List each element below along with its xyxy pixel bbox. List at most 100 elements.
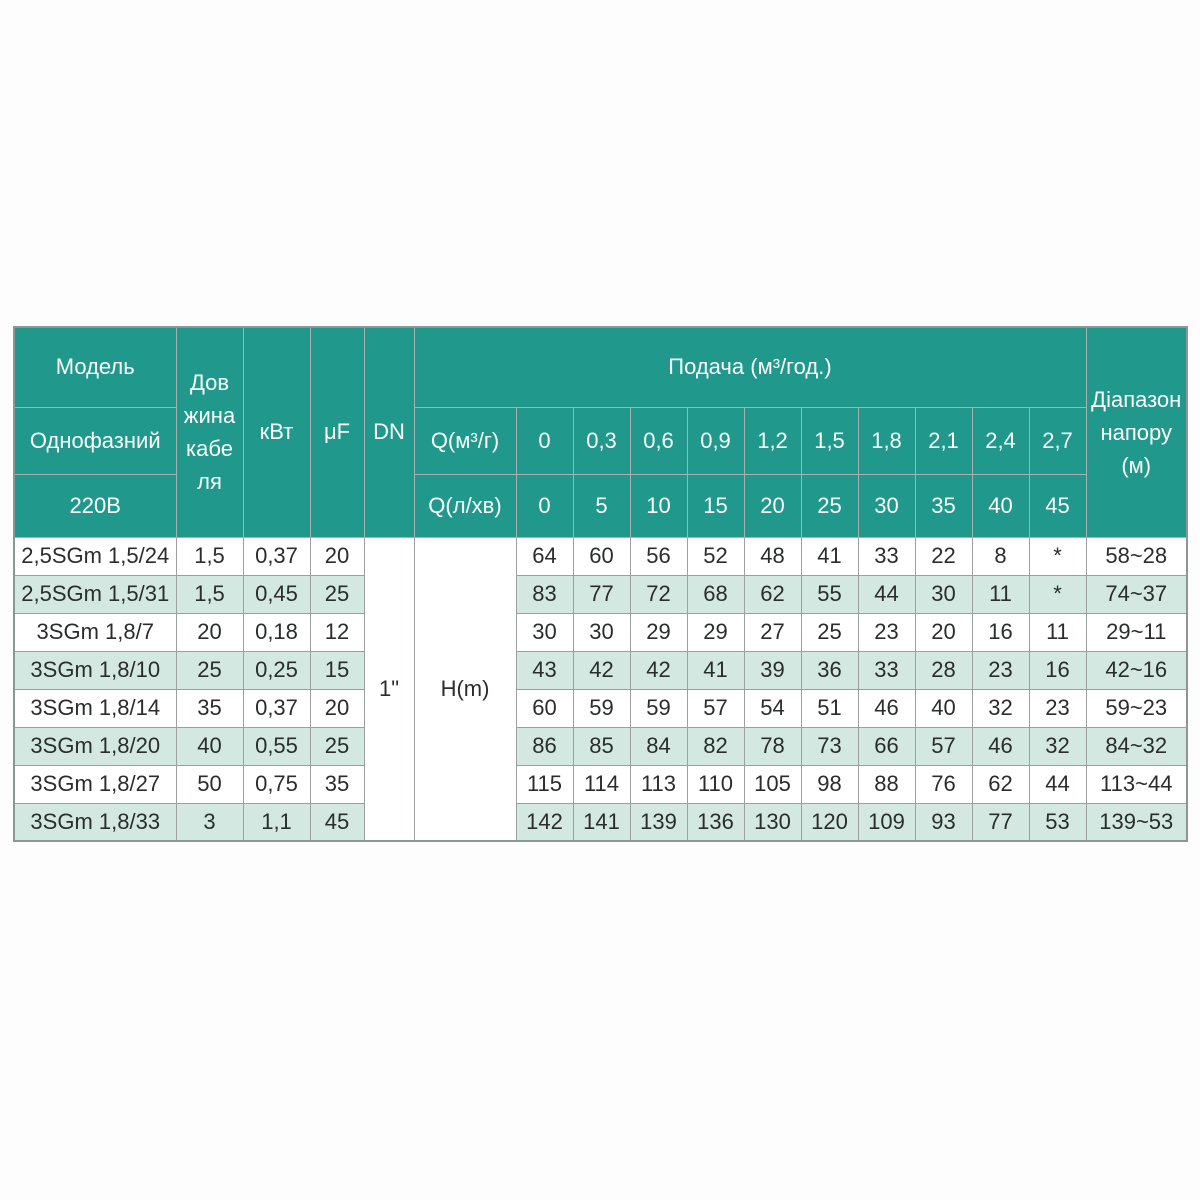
capacitance-cell: 25 xyxy=(309,574,365,614)
header-flow-tick: 5 xyxy=(572,473,631,538)
capacitance-cell: 15 xyxy=(309,650,365,690)
header-flow-m3h-label: Q(м³/г) xyxy=(413,406,517,475)
head-value-cell: 29 xyxy=(629,612,688,652)
range-cell: 58~28 xyxy=(1085,536,1188,576)
capacitance-cell: 12 xyxy=(309,612,365,652)
head-value-cell: 22 xyxy=(914,536,973,576)
header-phase: Однофазний xyxy=(13,406,177,475)
header-flow-tick: 0,6 xyxy=(629,406,688,475)
power-cell: 0,25 xyxy=(242,650,311,690)
pump-spec-table: Модель Дов жина кабе ля кВт μF DN Подача… xyxy=(13,326,1188,842)
header-flow-tick: 1,2 xyxy=(743,406,802,475)
table-row: 3SGm 1,8/20 40 0,55 25 86 85 84 82 78 73… xyxy=(13,726,1188,766)
head-value-cell: 30 xyxy=(572,612,631,652)
head-value-cell: 66 xyxy=(857,726,916,766)
head-value-cell: 93 xyxy=(914,802,973,842)
header-flow-lmin-label: Q(л/хв) xyxy=(413,473,517,538)
head-value-cell: 46 xyxy=(971,726,1030,766)
head-value-cell: 30 xyxy=(914,574,973,614)
header-row-3: 220В Q(л/хв) 0 5 10 15 20 25 30 35 40 45 xyxy=(13,473,1187,538)
capacitance-cell: 35 xyxy=(309,764,365,804)
head-value-cell: 33 xyxy=(857,536,916,576)
head-value-cell: 98 xyxy=(800,764,859,804)
head-value-cell: 32 xyxy=(971,688,1030,728)
range-cell: 84~32 xyxy=(1085,726,1188,766)
head-value-cell: 23 xyxy=(1028,688,1087,728)
head-value-cell: 30 xyxy=(515,612,574,652)
head-value-cell: 78 xyxy=(743,726,802,766)
cable-length-cell: 3 xyxy=(175,802,244,842)
head-value-cell: 48 xyxy=(743,536,802,576)
head-value-cell: 46 xyxy=(857,688,916,728)
model-cell: 2,5SGm 1,5/31 xyxy=(13,574,177,614)
head-value-cell: 142 xyxy=(515,802,574,842)
range-cell: 113~44 xyxy=(1085,764,1188,804)
capacitance-cell: 25 xyxy=(309,726,365,766)
model-cell: 3SGm 1,8/7 xyxy=(13,612,177,652)
head-value-cell: 33 xyxy=(857,650,916,690)
header-flow-tick: 30 xyxy=(857,473,916,538)
head-value-cell: 44 xyxy=(1028,764,1087,804)
power-cell: 0,75 xyxy=(242,764,311,804)
head-value-cell: 109 xyxy=(857,802,916,842)
head-value-cell: 16 xyxy=(1028,650,1087,690)
head-value-cell: 114 xyxy=(572,764,631,804)
head-value-cell: 62 xyxy=(971,764,1030,804)
head-value-cell: 27 xyxy=(743,612,802,652)
range-cell: 74~37 xyxy=(1085,574,1188,614)
head-value-cell: 56 xyxy=(629,536,688,576)
header-flow-title: Подача (м³/год.) xyxy=(413,326,1087,408)
head-value-cell: 25 xyxy=(800,612,859,652)
head-value-cell: 11 xyxy=(971,574,1030,614)
table-row: 3SGm 1,8/7 20 0,18 12 30 30 29 29 27 25 … xyxy=(13,612,1188,652)
head-value-cell: 42 xyxy=(629,650,688,690)
cable-length-cell: 1,5 xyxy=(175,536,244,576)
range-cell: 139~53 xyxy=(1085,802,1188,842)
head-value-cell: 40 xyxy=(914,688,973,728)
head-value-cell: 77 xyxy=(971,802,1030,842)
head-value-cell: 68 xyxy=(686,574,745,614)
capacitance-cell: 20 xyxy=(309,536,365,576)
head-value-cell: 41 xyxy=(686,650,745,690)
power-cell: 0,55 xyxy=(242,726,311,766)
head-value-cell: 53 xyxy=(1028,802,1087,842)
head-value-cell: 23 xyxy=(971,650,1030,690)
power-cell: 0,37 xyxy=(242,536,311,576)
head-value-cell: 23 xyxy=(857,612,916,652)
header-flow-tick: 2,4 xyxy=(971,406,1030,475)
head-value-cell: 76 xyxy=(914,764,973,804)
head-value-cell: 136 xyxy=(686,802,745,842)
model-cell: 3SGm 1,8/14 xyxy=(13,688,177,728)
head-value-cell: 54 xyxy=(743,688,802,728)
table-row: 2,5SGm 1,5/31 1,5 0,45 25 83 77 72 68 62… xyxy=(13,574,1188,614)
header-flow-tick: 2,1 xyxy=(914,406,973,475)
capacitance-cell: 45 xyxy=(309,802,365,842)
head-value-cell: 130 xyxy=(743,802,802,842)
cable-length-cell: 20 xyxy=(175,612,244,652)
range-cell: 42~16 xyxy=(1085,650,1188,690)
table-row: 3SGm 1,8/33 3 1,1 45 142 141 139 136 130… xyxy=(13,802,1188,842)
table-row: 3SGm 1,8/27 50 0,75 35 115 114 113 110 1… xyxy=(13,764,1188,804)
head-value-cell: 28 xyxy=(914,650,973,690)
spec-table: Модель Дов жина кабе ля кВт μF DN Подача… xyxy=(13,326,1188,842)
head-value-cell: 42 xyxy=(572,650,631,690)
head-value-cell: 77 xyxy=(572,574,631,614)
head-value-cell: 60 xyxy=(515,688,574,728)
cable-length-cell: 35 xyxy=(175,688,244,728)
header-flow-tick: 0 xyxy=(515,406,574,475)
cable-length-cell: 1,5 xyxy=(175,574,244,614)
head-value-cell: 29 xyxy=(686,612,745,652)
header-row-2: Однофазний Q(м³/г) 0 0,3 0,6 0,9 1,2 1,5… xyxy=(13,406,1187,475)
header-flow-tick: 25 xyxy=(800,473,859,538)
model-cell: 2,5SGm 1,5/24 xyxy=(13,536,177,576)
capacitance-cell: 20 xyxy=(309,688,365,728)
model-cell: 3SGm 1,8/10 xyxy=(13,650,177,690)
head-value-cell: 8 xyxy=(971,536,1030,576)
header-flow-tick: 20 xyxy=(743,473,802,538)
head-value-cell: 84 xyxy=(629,726,688,766)
model-cell: 3SGm 1,8/20 xyxy=(13,726,177,766)
header-cable-length: Дов жина кабе ля xyxy=(175,326,244,538)
power-cell: 0,18 xyxy=(242,612,311,652)
head-value-cell: 59 xyxy=(572,688,631,728)
